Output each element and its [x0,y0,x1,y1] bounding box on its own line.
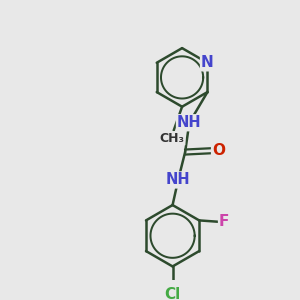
Text: F: F [219,214,230,229]
Text: NH: NH [166,172,190,188]
Text: O: O [212,143,225,158]
Text: NH: NH [177,115,202,130]
Text: Cl: Cl [164,287,181,300]
Text: CH₃: CH₃ [160,132,185,145]
Text: N: N [201,55,214,70]
